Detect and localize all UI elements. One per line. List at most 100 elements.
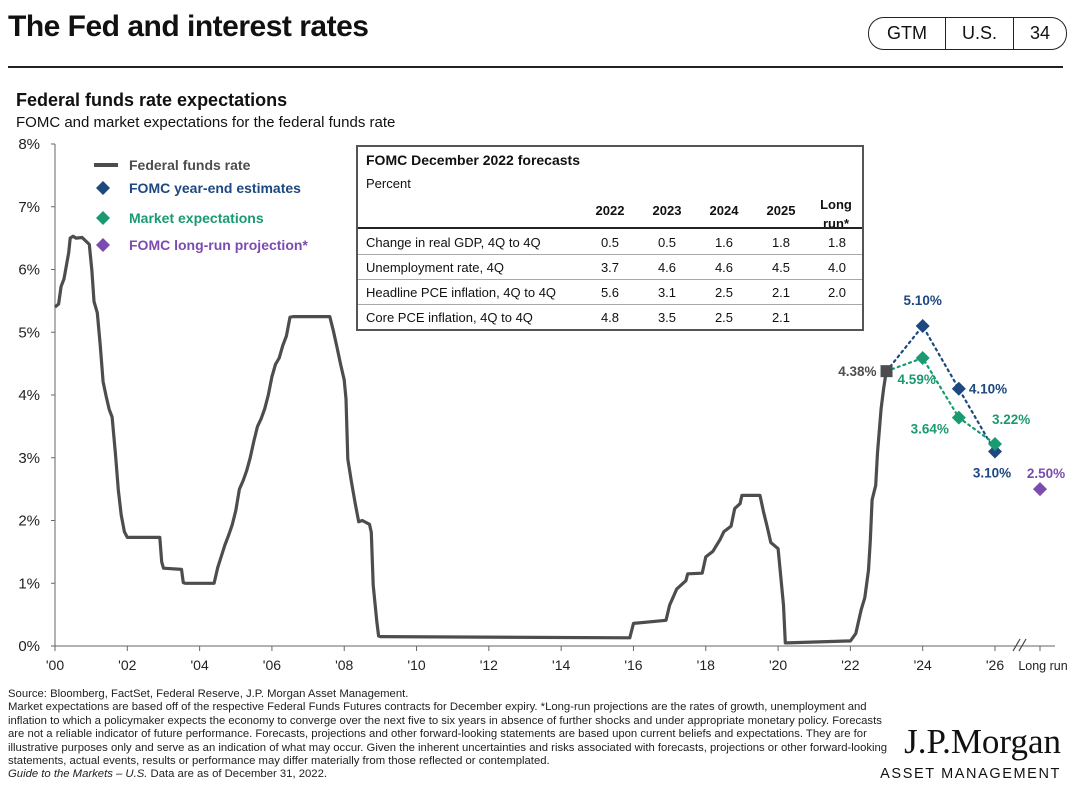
x-tick-label: '14 [552,657,570,673]
forecast-cell: 0.5 [600,235,620,250]
market-expectation-marker [988,436,1002,451]
forecast-cell: 2.5 [714,285,734,300]
market-expectation-marker [951,410,966,425]
jpmorgan-logo: J.P.Morgan ASSET MANAGEMENT [880,723,1061,783]
y-tick-label: 7% [18,199,40,216]
legend-label: Federal funds rate [129,157,251,173]
market-expectation-label: 3.64% [911,422,949,437]
fed-funds-rate-line [53,234,888,645]
axis-break-mark [1012,638,1021,652]
forecast-col-header: 2025 [766,203,796,218]
forecast-cell: 2.5 [714,310,734,325]
x-tick-label: '16 [624,657,642,673]
fomc-estimate-marker [951,381,966,396]
forecast-cell: 2.1 [771,310,791,325]
page-badges: GTM U.S. 34 [867,17,1067,50]
x-tick-label: '12 [480,657,498,673]
fed-funds-chart: 0% 1% 2% 3% 4% 5% 6% 7% 8% '00 '02 '04 '06 '08 '10 '12 '… [18,136,1067,673]
footer-as-of: Guide to the Markets – U.S. Data are as … [8,768,898,781]
x-tick-label: '26 [986,657,1004,673]
forecast-row-label: Unemployment rate, 4Q [366,260,505,275]
axis-break-mark [1018,638,1027,652]
legend-swatch-diamond [96,181,110,195]
long-run-projection-marker [1033,482,1047,497]
x-tick-label: '20 [769,657,787,673]
forecast-cell: 4.8 [600,310,620,325]
forecast-col-header: 2024 [709,203,739,218]
y-tick-label: 5% [18,324,40,341]
forecast-cell: 1.8 [827,235,847,250]
forecast-header-rule [358,227,862,229]
badge-gtm: GTM [886,23,927,43]
y-tick-label: 1% [18,575,40,592]
x-tick-label-long-run: Long run [1018,659,1067,673]
forecast-cell: 4.0 [827,260,847,275]
forecast-row-label: Headline PCE inflation, 4Q to 4Q [366,285,557,300]
forecast-row-label: Core PCE inflation, 4Q to 4Q [366,310,533,325]
footer-notes: Source: Bloomberg, FactSet, Federal Rese… [8,688,898,782]
fomc-projection-line [885,324,997,453]
y-tick-label: 3% [18,450,40,467]
y-tick-label: 2% [18,513,40,530]
forecast-cell: 3.7 [600,260,620,275]
forecast-row: Unemployment rate, 4Q 3.7 4.6 4.6 4.5 4.… [358,254,862,280]
forecast-table-unit: Percent [366,176,411,191]
forecast-table-title: FOMC December 2022 forecasts [366,152,580,168]
forecast-row: Core PCE inflation, 4Q to 4Q 4.8 3.5 2.5… [358,304,862,329]
forecast-cell: 1.6 [714,235,734,250]
forecast-row: Headline PCE inflation, 4Q to 4Q 5.6 3.1… [358,279,862,305]
legend-swatch-diamond [96,238,110,252]
x-tick-label: '10 [407,657,425,673]
page-title: The Fed and interest rates [8,10,369,43]
footer-disclaimer: Market expectations are based off of the… [8,701,888,768]
x-tick-label: '04 [190,657,208,673]
x-tick-label: '06 [263,657,281,673]
forecast-cell: 4.6 [714,260,734,275]
forecast-cell: 0.5 [657,235,677,250]
forecast-cell: 5.6 [600,285,620,300]
chart-title: Federal funds rate expectations [16,90,288,110]
x-tick-label: '00 [46,657,64,673]
x-tick-label: '22 [841,657,859,673]
fomc-estimate-marker [915,318,930,333]
forecast-cell: 4.6 [657,260,677,275]
x-tick-label: '24 [914,657,932,673]
x-tick-label: '02 [118,657,136,673]
forecast-cell: 1.8 [771,235,791,250]
x-tick-label: '18 [697,657,715,673]
badge-page-number: 34 [1012,18,1066,49]
forecast-table: FOMC December 2022 forecasts Percent 202… [356,145,864,331]
forecast-row: Change in real GDP, 4Q to 4Q 0.5 0.5 1.6… [358,229,862,255]
forecast-col-header: 2022 [595,203,625,218]
y-tick-label: 0% [18,638,40,655]
legend-swatch-diamond [96,211,110,225]
x-tick-label: '08 [335,657,353,673]
y-tick-label: 4% [18,387,40,404]
legend-label: FOMC long-run projection* [129,237,308,253]
forecast-row-label: Change in real GDP, 4Q to 4Q [366,235,541,250]
forecast-cell: 3.1 [657,285,677,300]
fomc-estimate-marker [988,444,1002,459]
title-divider [8,66,1063,68]
footer-guide-title: Guide to the Markets – U.S. [8,768,148,781]
forecast-cell: 3.5 [657,310,677,325]
fomc-estimate-label: 3.10% [973,465,1011,480]
fomc-estimate-label: 5.10% [904,293,942,308]
fomc-estimate-label: 4.10% [969,382,1007,397]
y-tick-label: 8% [18,136,40,153]
forecast-cell: 2.0 [827,285,847,300]
market-projection-line [885,356,997,445]
chart-subtitle: FOMC and market expectations for the fed… [16,114,396,131]
y-tick-label: 6% [18,262,40,279]
current-rate-label: 4.38% [838,364,876,379]
badge-region: U.S. [944,18,1013,49]
forecast-cell: 4.5 [771,260,791,275]
legend-label: FOMC year-end estimates [129,180,301,196]
logo-subtitle: ASSET MANAGEMENT [880,766,1061,782]
long-run-projection-label: 2.50% [1027,466,1065,481]
footer-source: Source: Bloomberg, FactSet, Federal Rese… [8,688,409,700]
market-expectation-label: 4.59% [898,372,936,387]
current-rate-marker [880,365,893,378]
market-expectation-label: 3.22% [992,412,1030,427]
forecast-col-header: 2023 [652,203,682,218]
